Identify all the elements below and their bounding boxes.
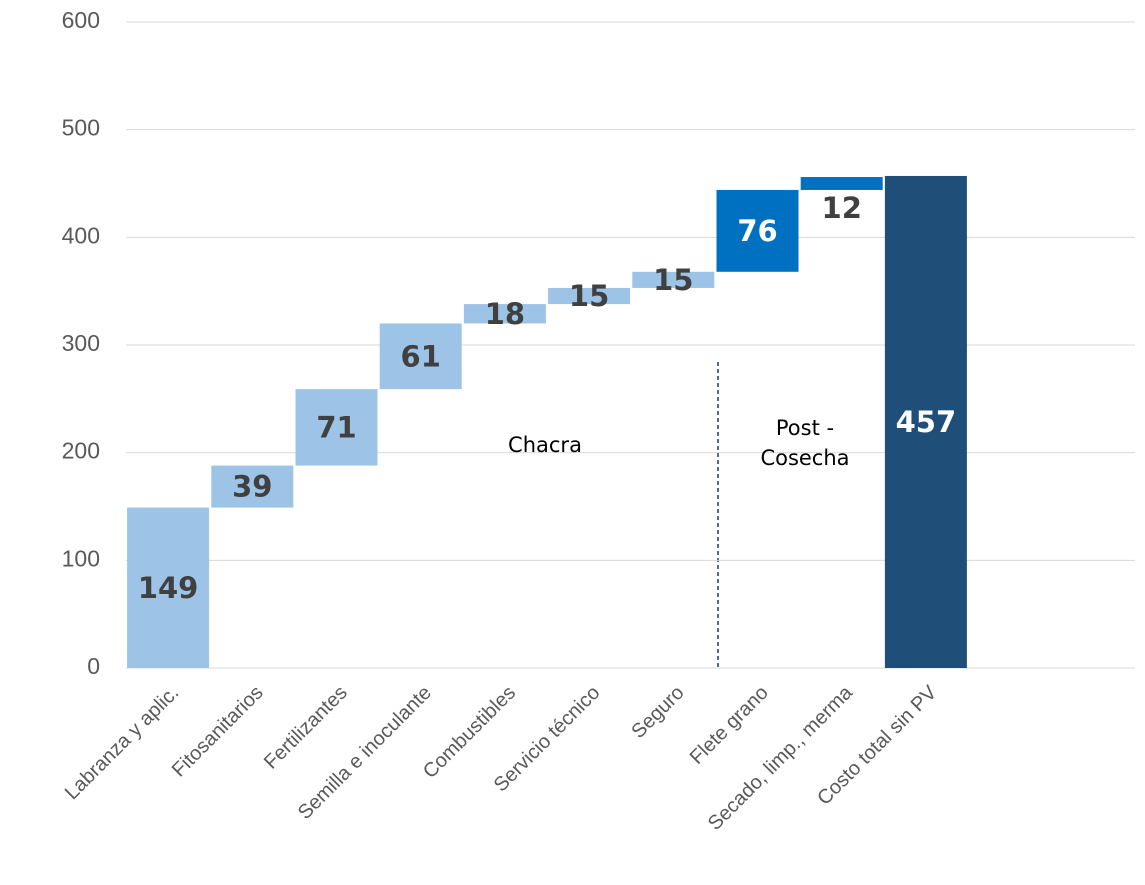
- y-tick-label: 300: [62, 330, 100, 356]
- x-tick-label: Fitosanitarios: [168, 682, 268, 782]
- y-tick-label: 100: [62, 545, 100, 571]
- x-tick-label: Secado, limp., merma: [704, 681, 858, 835]
- annotation: Chacra: [508, 433, 582, 457]
- value-label: 15: [653, 263, 693, 297]
- bar: [800, 177, 883, 190]
- x-tick-label: Seguro: [627, 682, 688, 743]
- value-label: 71: [316, 410, 356, 444]
- y-tick-label: 0: [87, 653, 100, 679]
- bar: [463, 304, 546, 324]
- value-label: 61: [401, 339, 441, 373]
- value-label: 18: [485, 297, 525, 331]
- y-tick-label: 200: [62, 438, 100, 464]
- bar: [295, 389, 378, 466]
- value-label: 39: [232, 470, 272, 504]
- annotation: Post - Cosecha: [760, 416, 850, 470]
- bar: [716, 189, 799, 272]
- x-tick-label: Fertilizantes: [260, 682, 352, 774]
- bar: [211, 465, 294, 508]
- value-label: 76: [737, 214, 777, 248]
- value-label: 149: [138, 571, 199, 605]
- bar: [632, 271, 715, 288]
- bar: [379, 323, 462, 390]
- x-tick-label: Flete grano: [686, 682, 773, 769]
- value-label: 15: [569, 279, 609, 313]
- bar: [548, 287, 631, 305]
- y-tick-label: 400: [62, 222, 100, 248]
- y-tick-label: 500: [62, 115, 100, 141]
- bar: [127, 507, 210, 668]
- y-tick-label: 600: [62, 7, 100, 33]
- bar: [884, 175, 967, 669]
- value-label: 457: [896, 405, 957, 439]
- value-label: 12: [822, 191, 862, 225]
- x-tick-label: Labranza y aplic.: [61, 682, 183, 804]
